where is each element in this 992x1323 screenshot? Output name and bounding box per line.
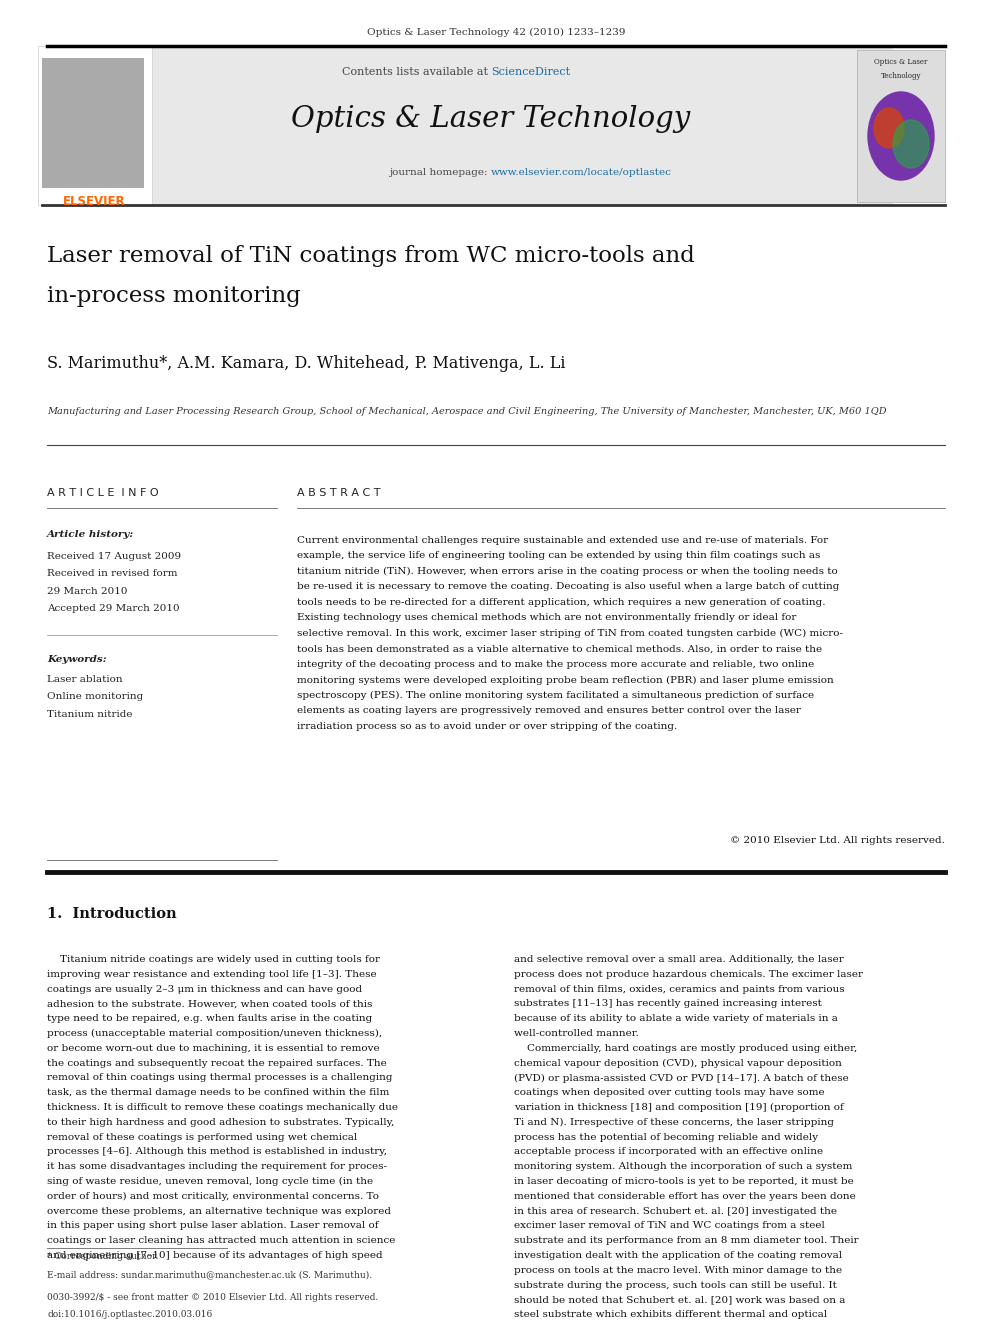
Text: monitoring systems were developed exploiting probe beam reflection (PBR) and las: monitoring systems were developed exploi… (297, 676, 833, 684)
Circle shape (874, 108, 904, 148)
Text: to their high hardness and good adhesion to substrates. Typically,: to their high hardness and good adhesion… (47, 1118, 395, 1127)
Text: Existing technology uses chemical methods which are not environmentally friendly: Existing technology uses chemical method… (297, 614, 797, 623)
Text: Titanium nitride: Titanium nitride (47, 710, 133, 718)
Text: and engineering [7–10] because of its advantages of high speed: and engineering [7–10] because of its ad… (47, 1252, 383, 1259)
Text: in this paper using short pulse laser ablation. Laser removal of: in this paper using short pulse laser ab… (47, 1221, 379, 1230)
Text: in this area of research. Schubert et. al. [20] investigated the: in this area of research. Schubert et. a… (514, 1207, 837, 1216)
Text: Keywords:: Keywords: (47, 655, 106, 664)
Text: be re-used it is necessary to remove the coating. Decoating is also useful when : be re-used it is necessary to remove the… (297, 582, 839, 591)
Text: Titanium nitride coatings are widely used in cutting tools for: Titanium nitride coatings are widely use… (47, 955, 380, 964)
Text: Article history:: Article history: (47, 531, 134, 538)
Text: journal homepage:: journal homepage: (389, 168, 491, 177)
Text: irradiation process so as to avoid under or over stripping of the coating.: irradiation process so as to avoid under… (297, 722, 678, 732)
Text: titanium nitride (TiN). However, when errors arise in the coating process or whe: titanium nitride (TiN). However, when er… (297, 568, 838, 576)
Text: overcome these problems, an alternative technique was explored: overcome these problems, an alternative … (47, 1207, 391, 1216)
Text: thickness. It is difficult to remove these coatings mechanically due: thickness. It is difficult to remove the… (47, 1103, 398, 1113)
Text: because of its ability to ablate a wide variety of materials in a: because of its ability to ablate a wide … (514, 1015, 838, 1023)
Text: spectroscopy (PES). The online monitoring system facilitated a simultaneous pred: spectroscopy (PES). The online monitorin… (297, 691, 814, 700)
Text: Technology: Technology (881, 71, 922, 79)
Text: Received in revised form: Received in revised form (47, 569, 178, 578)
Text: and selective removal over a small area. Additionally, the laser: and selective removal over a small area.… (514, 955, 844, 964)
Text: in-process monitoring: in-process monitoring (47, 284, 301, 307)
Text: removal of these coatings is performed using wet chemical: removal of these coatings is performed u… (47, 1132, 357, 1142)
Text: type need to be repaired, e.g. when faults arise in the coating: type need to be repaired, e.g. when faul… (47, 1015, 372, 1023)
Text: Commercially, hard coatings are mostly produced using either,: Commercially, hard coatings are mostly p… (514, 1044, 857, 1053)
Text: coatings are usually 2–3 μm in thickness and can have good: coatings are usually 2–3 μm in thickness… (47, 984, 362, 994)
Text: substrates [11–13] has recently gained increasing interest: substrates [11–13] has recently gained i… (514, 999, 822, 1008)
Text: Optics & Laser Technology: Optics & Laser Technology (292, 105, 690, 134)
Text: order of hours) and most critically, environmental concerns. To: order of hours) and most critically, env… (47, 1192, 379, 1201)
Bar (42, 58, 144, 188)
Circle shape (868, 93, 934, 180)
Text: Optics & Laser: Optics & Laser (874, 58, 928, 66)
Text: Laser ablation: Laser ablation (47, 675, 123, 684)
Text: it has some disadvantages including the requirement for proces-: it has some disadvantages including the … (47, 1162, 387, 1171)
Circle shape (893, 120, 929, 168)
Text: process does not produce hazardous chemicals. The excimer laser: process does not produce hazardous chemi… (514, 970, 863, 979)
Text: coatings when deposited over cutting tools may have some: coatings when deposited over cutting too… (514, 1089, 824, 1097)
Text: steel substrate which exhibits different thermal and optical: steel substrate which exhibits different… (514, 1310, 827, 1319)
Text: substrate during the process, such tools can still be useful. It: substrate during the process, such tools… (514, 1281, 837, 1290)
Text: removal of thin films, oxides, ceramics and paints from various: removal of thin films, oxides, ceramics … (514, 984, 844, 994)
Text: sing of waste residue, uneven removal, long cycle time (in the: sing of waste residue, uneven removal, l… (47, 1177, 373, 1187)
Text: the coatings and subsequently recoat the repaired surfaces. The: the coatings and subsequently recoat the… (47, 1058, 387, 1068)
Text: process (unacceptable material composition/uneven thickness),: process (unacceptable material compositi… (47, 1029, 382, 1039)
Text: elements as coating layers are progressively removed and ensures better control : elements as coating layers are progressi… (297, 706, 801, 716)
Text: A R T I C L E  I N F O: A R T I C L E I N F O (47, 488, 159, 497)
Text: processes [4–6]. Although this method is established in industry,: processes [4–6]. Although this method is… (47, 1147, 387, 1156)
Text: improving wear resistance and extending tool life [1–3]. These: improving wear resistance and extending … (47, 970, 377, 979)
Text: Received 17 August 2009: Received 17 August 2009 (47, 552, 182, 561)
Text: chemical vapour deposition (CVD), physical vapour deposition: chemical vapour deposition (CVD), physic… (514, 1058, 842, 1068)
Text: Online monitoring: Online monitoring (47, 692, 143, 701)
Text: acceptable process if incorporated with an effective online: acceptable process if incorporated with … (514, 1147, 823, 1156)
Text: task, as the thermal damage needs to be confined within the film: task, as the thermal damage needs to be … (47, 1089, 390, 1097)
Text: Ti and N). Irrespective of these concerns, the laser stripping: Ti and N). Irrespective of these concern… (514, 1118, 834, 1127)
Text: © 2010 Elsevier Ltd. All rights reserved.: © 2010 Elsevier Ltd. All rights reserved… (730, 836, 945, 845)
Text: (PVD) or plasma-assisted CVD or PVD [14–17]. A batch of these: (PVD) or plasma-assisted CVD or PVD [14–… (514, 1073, 849, 1082)
Bar (857, 50, 945, 202)
Text: removal of thin coatings using thermal processes is a challenging: removal of thin coatings using thermal p… (47, 1073, 393, 1082)
Text: integrity of the decoating process and to make the process more accurate and rel: integrity of the decoating process and t… (297, 660, 814, 669)
Text: mentioned that considerable effort has over the years been done: mentioned that considerable effort has o… (514, 1192, 856, 1201)
Text: excimer laser removal of TiN and WC coatings from a steel: excimer laser removal of TiN and WC coat… (514, 1221, 825, 1230)
Text: E-mail address: sundar.marimuthu@manchester.ac.uk (S. Marimuthu).: E-mail address: sundar.marimuthu@manches… (47, 1270, 372, 1279)
Text: Manufacturing and Laser Processing Research Group, School of Mechanical, Aerospa: Manufacturing and Laser Processing Resea… (47, 407, 887, 415)
Text: Accepted 29 March 2010: Accepted 29 March 2010 (47, 605, 180, 614)
Text: ScienceDirect: ScienceDirect (491, 67, 570, 77)
Text: or become worn-out due to machining, it is essential to remove: or become worn-out due to machining, it … (47, 1044, 380, 1053)
Text: selective removal. In this work, excimer laser striping of TiN from coated tungs: selective removal. In this work, excimer… (297, 628, 843, 638)
Text: tools needs to be re-directed for a different application, which requires a new : tools needs to be re-directed for a diff… (297, 598, 825, 607)
Text: in laser decoating of micro-tools is yet to be reported, it must be: in laser decoating of micro-tools is yet… (514, 1177, 854, 1185)
Text: 0030-3992/$ - see front matter © 2010 Elsevier Ltd. All rights reserved.: 0030-3992/$ - see front matter © 2010 El… (47, 1293, 378, 1302)
Text: example, the service life of engineering tooling can be extended by using thin f: example, the service life of engineering… (297, 552, 820, 561)
Text: should be noted that Schubert et. al. [20] work was based on a: should be noted that Schubert et. al. [2… (514, 1295, 845, 1304)
Text: Laser removal of TiN coatings from WC micro-tools and: Laser removal of TiN coatings from WC mi… (47, 245, 694, 267)
Text: www.elsevier.com/locate/optlastec: www.elsevier.com/locate/optlastec (491, 168, 672, 177)
Text: coatings or laser cleaning has attracted much attention in science: coatings or laser cleaning has attracted… (47, 1236, 396, 1245)
Text: Current environmental challenges require sustainable and extended use and re-use: Current environmental challenges require… (297, 536, 828, 545)
Text: Optics & Laser Technology 42 (2010) 1233–1239: Optics & Laser Technology 42 (2010) 1233… (367, 28, 625, 37)
Text: tools has been demonstrated as a viable alternative to chemical methods. Also, i: tools has been demonstrated as a viable … (297, 644, 822, 654)
Text: adhesion to the substrate. However, when coated tools of this: adhesion to the substrate. However, when… (47, 999, 372, 1008)
Text: * Corresponding author.: * Corresponding author. (47, 1252, 159, 1261)
Text: ELSEVIER: ELSEVIER (62, 194, 125, 208)
Text: Contents lists available at: Contents lists available at (341, 67, 491, 77)
Bar (38, 46, 152, 205)
Text: investigation dealt with the application of the coating removal: investigation dealt with the application… (514, 1252, 842, 1259)
Text: A B S T R A C T: A B S T R A C T (297, 488, 381, 497)
Text: S. Marimuthu*, A.M. Kamara, D. Whitehead, P. Mativenga, L. Li: S. Marimuthu*, A.M. Kamara, D. Whitehead… (47, 355, 565, 372)
Text: substrate and its performance from an 8 mm diameter tool. Their: substrate and its performance from an 8 … (514, 1236, 859, 1245)
Text: process has the potential of becoming reliable and widely: process has the potential of becoming re… (514, 1132, 818, 1142)
Text: doi:10.1016/j.optlastec.2010.03.016: doi:10.1016/j.optlastec.2010.03.016 (47, 1310, 212, 1319)
Bar (152, 46, 893, 205)
Text: 29 March 2010: 29 March 2010 (47, 587, 128, 595)
Text: variation in thickness [18] and composition [19] (proportion of: variation in thickness [18] and composit… (514, 1103, 844, 1113)
Text: process on tools at the macro level. With minor damage to the: process on tools at the macro level. Wit… (514, 1266, 842, 1275)
Text: 1.  Introduction: 1. Introduction (47, 908, 177, 921)
Text: well-controlled manner.: well-controlled manner. (514, 1029, 639, 1039)
Text: monitoring system. Although the incorporation of such a system: monitoring system. Although the incorpor… (514, 1162, 852, 1171)
